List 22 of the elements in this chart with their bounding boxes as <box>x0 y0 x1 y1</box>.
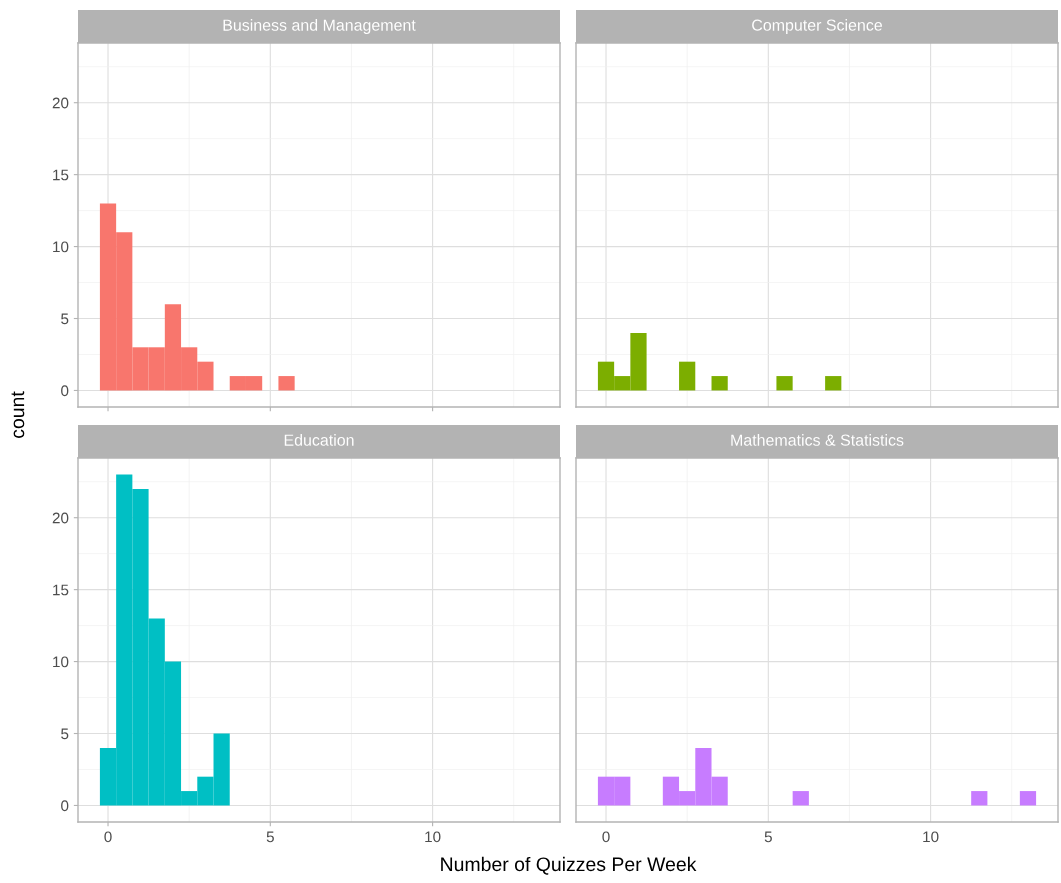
chart-title: Business and Management <box>223 19 416 34</box>
y-tick-label: 0 <box>61 385 69 397</box>
x-tick-label: 5 <box>266 831 274 843</box>
x-tick-label: 0 <box>602 831 610 843</box>
chart-title: Education <box>284 434 354 446</box>
y-tick-label: 20 <box>52 512 69 524</box>
y-tick-label: 10 <box>53 656 69 668</box>
y-tick-label: 0 <box>61 800 69 812</box>
y-tick-label: 15 <box>53 169 69 181</box>
x-axis-title: Number of Quizzes Per Week <box>441 856 697 875</box>
x-tick-label: 10 <box>923 831 939 843</box>
x-tick-label: 0 <box>104 831 112 843</box>
y-axis-title: count <box>11 391 25 438</box>
chart-title: Computer Science <box>752 19 882 34</box>
x-tick-label: 10 <box>425 831 441 843</box>
y-tick-label: 10 <box>53 241 69 253</box>
y-tick-label: 15 <box>53 584 69 596</box>
y-tick-label: 5 <box>61 728 69 740</box>
chart-title: Mathematics & Statistics <box>731 434 904 446</box>
x-tick-label: 5 <box>764 831 772 843</box>
y-tick-label: 5 <box>61 313 69 325</box>
y-tick-label: 20 <box>52 97 69 109</box>
